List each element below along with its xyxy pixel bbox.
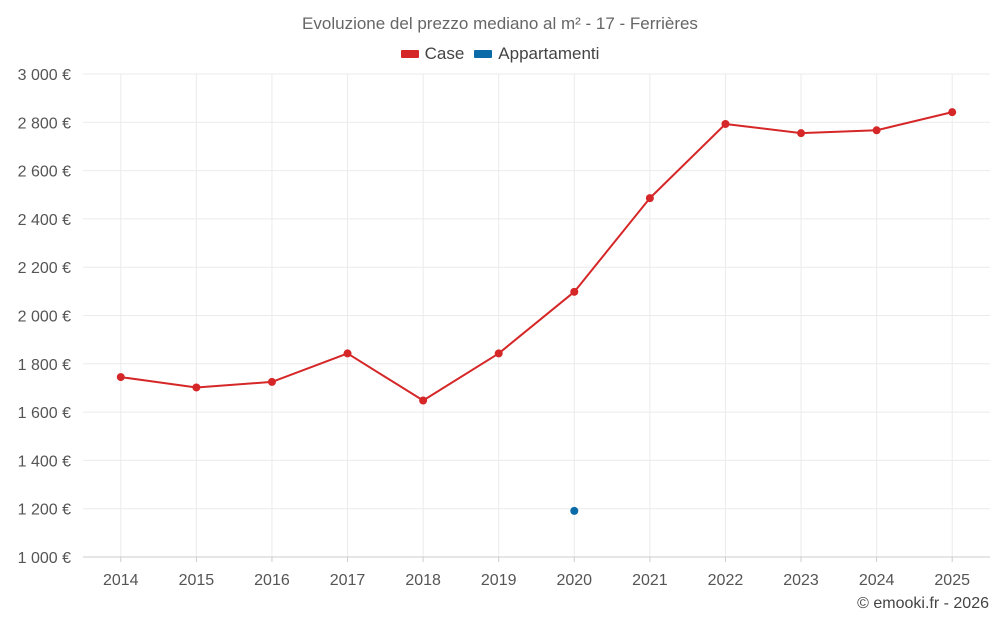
y-tick-label: 2 600 € [18, 164, 71, 181]
chart-title: Evoluzione del prezzo mediano al m² - 17… [302, 14, 698, 33]
y-tick-label: 1 600 € [18, 405, 71, 422]
x-tick-label: 2015 [179, 572, 215, 589]
legend-label-appartamenti: Appartamenti [498, 44, 600, 63]
y-tick-label: 1 400 € [18, 453, 71, 470]
y-tick-label: 2 400 € [18, 212, 71, 229]
series-line-case [119, 111, 954, 402]
x-tick-label: 2017 [330, 572, 366, 589]
legend-label-case: Case [424, 44, 465, 63]
data-point-case [948, 108, 957, 117]
data-point-case [116, 373, 125, 382]
y-tick-label: 1 200 € [18, 502, 71, 519]
y-tick-label: 3 000 € [18, 67, 71, 84]
y-tick-label: 1 800 € [18, 357, 71, 374]
x-tick-label: 2018 [405, 572, 441, 589]
data-point-case [872, 126, 881, 135]
y-tick-label: 1 000 € [18, 550, 71, 567]
data-point-case [419, 396, 428, 405]
legend-item-appartamenti[interactable]: Appartamenti [474, 44, 599, 64]
x-tick-label: 2016 [254, 572, 290, 589]
legend: Case Appartamenti [0, 44, 1000, 64]
y-tick-label: 2 000 € [18, 309, 71, 326]
y-tick-label: 2 800 € [18, 115, 71, 132]
x-tick-label: 2023 [783, 572, 819, 589]
data-point-case [797, 129, 806, 138]
data-point-appartamenti [570, 506, 579, 515]
x-tick-label: 2019 [481, 572, 517, 589]
data-point-case [192, 383, 201, 392]
data-point-case [570, 287, 579, 296]
credit-text: © emooki.fr - 2026 [857, 595, 989, 612]
x-tick-label: 2024 [859, 572, 895, 589]
data-point-case [645, 194, 654, 203]
x-tick-label: 2020 [556, 572, 592, 589]
data-point-case [267, 377, 276, 386]
data-point-case [721, 119, 730, 128]
x-tick-label: 2021 [632, 572, 668, 589]
y-tick-label: 2 200 € [18, 260, 71, 277]
legend-swatch-appartamenti [474, 50, 493, 58]
x-tick-label: 2022 [708, 572, 744, 589]
data-point-case [494, 349, 503, 358]
legend-item-case[interactable]: Case [400, 44, 465, 64]
x-tick-label: 2014 [103, 572, 139, 589]
x-tick-label: 2025 [934, 572, 970, 589]
legend-swatch-case [400, 50, 419, 58]
data-point-case [343, 349, 352, 358]
